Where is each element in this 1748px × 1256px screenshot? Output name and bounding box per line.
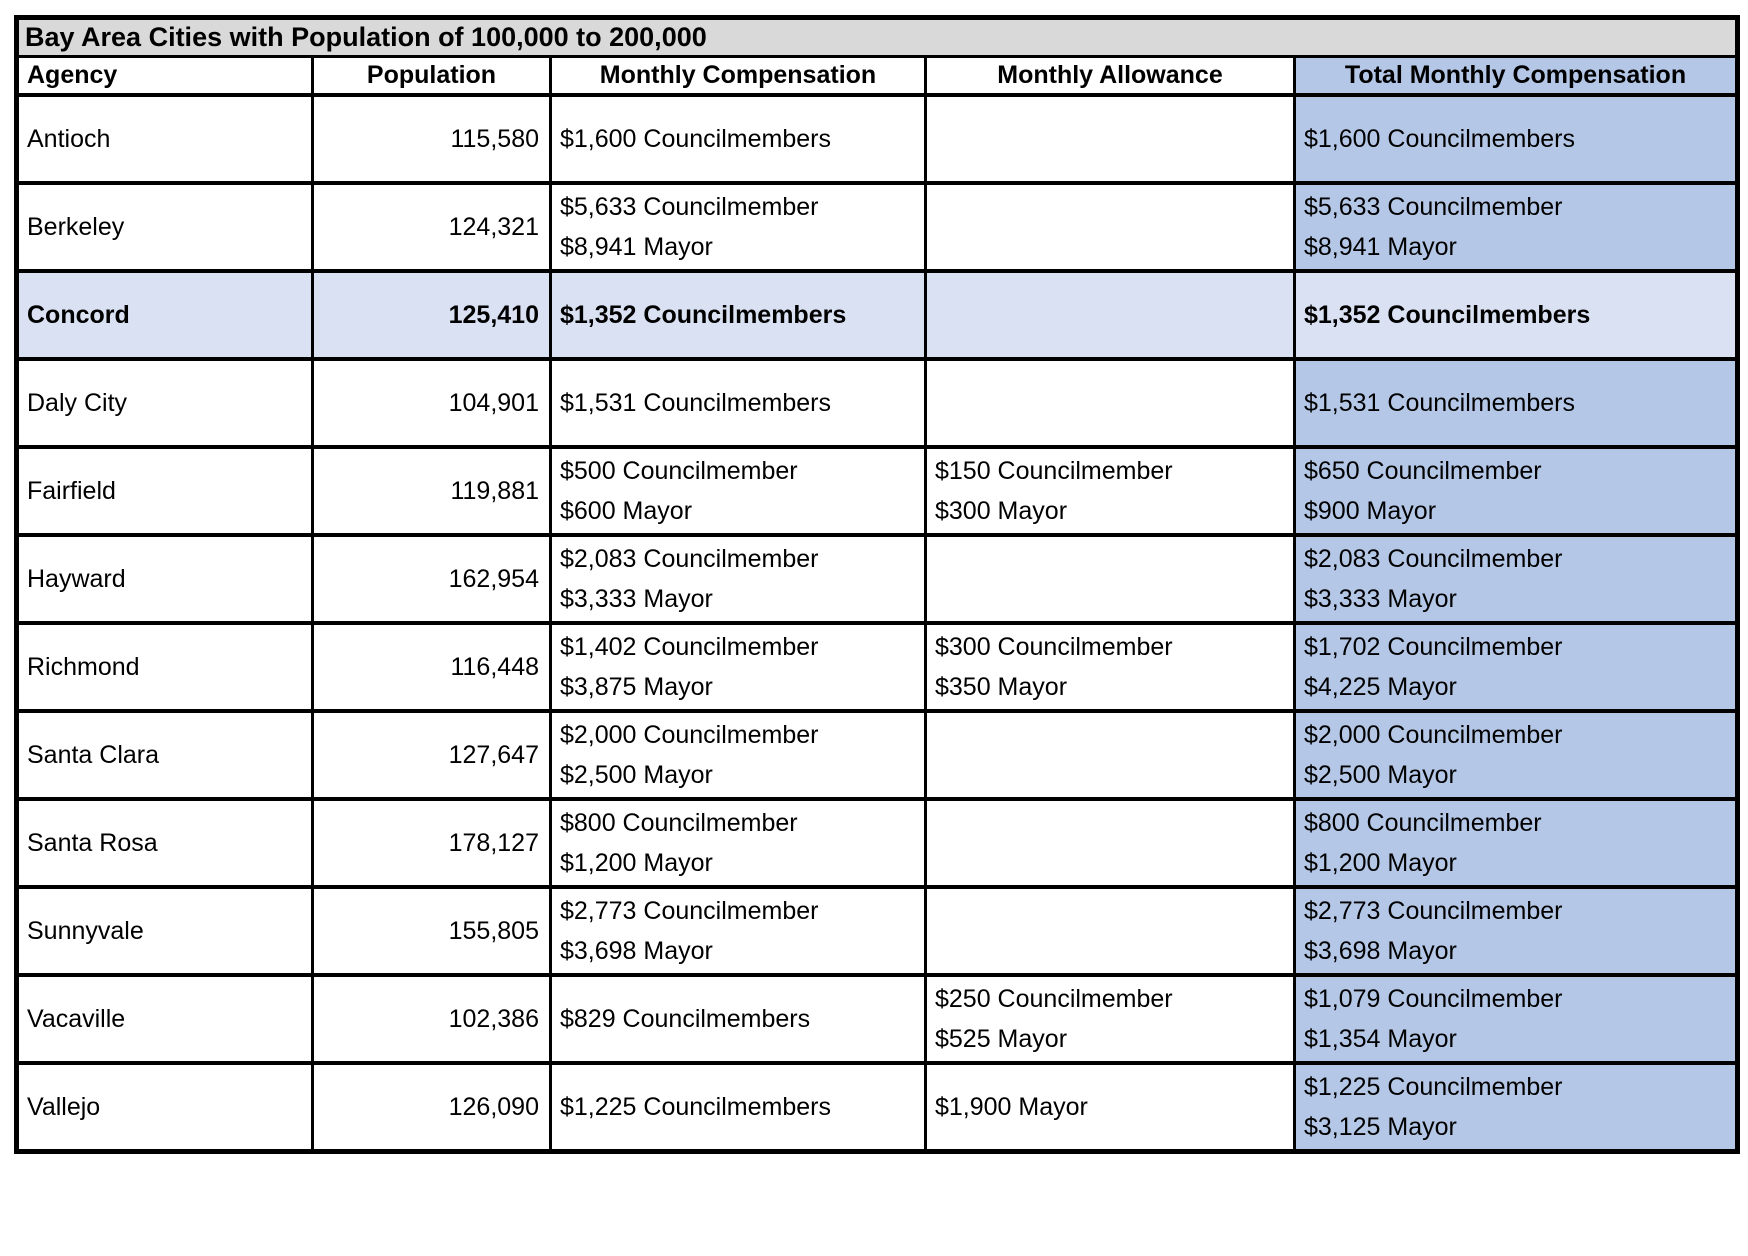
agency-cell: Vacaville <box>15 972 314 1065</box>
agency-cell: Hayward <box>15 532 314 625</box>
monthly-allowance-cell <box>924 180 1296 273</box>
column-header-population: Population <box>311 55 552 97</box>
monthly-compensation-cell: $1,402 Councilmember $3,875 Mayor <box>549 620 927 713</box>
total-compensation-cell: $1,600 Councilmembers <box>1293 92 1739 185</box>
agency-cell: Richmond <box>15 620 314 713</box>
table-row-santa-rosa: Santa Rosa 178,127 $800 Councilmember $1… <box>15 796 1739 889</box>
population-cell: 178,127 <box>311 796 552 889</box>
monthly-allowance-cell <box>924 884 1296 977</box>
population-cell: 119,881 <box>311 444 552 537</box>
monthly-allowance-cell: $1,900 Mayor <box>924 1060 1296 1153</box>
population-cell: 126,090 <box>311 1060 552 1153</box>
agency-cell: Santa Rosa <box>15 796 314 889</box>
population-cell: 127,647 <box>311 708 552 801</box>
monthly-allowance-cell <box>924 268 1296 361</box>
table-title: Bay Area Cities with Population of 100,0… <box>15 16 1739 58</box>
monthly-allowance-cell: $150 Councilmember $300 Mayor <box>924 444 1296 537</box>
total-compensation-cell: $2,000 Councilmember $2,500 Mayor <box>1293 708 1739 801</box>
monthly-allowance-cell <box>924 356 1296 449</box>
monthly-compensation-cell: $500 Councilmember $600 Mayor <box>549 444 927 537</box>
total-compensation-cell: $1,702 Councilmember $4,225 Mayor <box>1293 620 1739 713</box>
total-compensation-cell: $2,773 Councilmember $3,698 Mayor <box>1293 884 1739 977</box>
population-cell: 116,448 <box>311 620 552 713</box>
table-row-daly-city: Daly City 104,901 $1,531 Councilmembers … <box>15 356 1739 449</box>
total-compensation-cell: $800 Councilmember $1,200 Mayor <box>1293 796 1739 889</box>
monthly-compensation-cell: $829 Councilmembers <box>549 972 927 1065</box>
monthly-compensation-cell: $2,083 Councilmember $3,333 Mayor <box>549 532 927 625</box>
table-row-santa-clara: Santa Clara 127,647 $2,000 Councilmember… <box>15 708 1739 801</box>
total-compensation-cell: $1,531 Councilmembers <box>1293 356 1739 449</box>
table-row-berkeley: Berkeley 124,321 $5,633 Councilmember $8… <box>15 180 1739 273</box>
total-compensation-cell: $650 Councilmember $900 Mayor <box>1293 444 1739 537</box>
monthly-allowance-cell <box>924 532 1296 625</box>
agency-cell: Daly City <box>15 356 314 449</box>
population-cell: 124,321 <box>311 180 552 273</box>
monthly-compensation-cell: $2,773 Councilmember $3,698 Mayor <box>549 884 927 977</box>
table-row-vacaville: Vacaville 102,386 $829 Councilmembers $2… <box>15 972 1739 1065</box>
monthly-allowance-cell <box>924 708 1296 801</box>
agency-cell: Antioch <box>15 92 314 185</box>
column-header-monthly-compensation: Monthly Compensation <box>549 55 927 97</box>
population-cell: 104,901 <box>311 356 552 449</box>
monthly-allowance-cell: $300 Councilmember $350 Mayor <box>924 620 1296 713</box>
monthly-compensation-cell: $2,000 Councilmember $2,500 Mayor <box>549 708 927 801</box>
compensation-table: Bay Area Cities with Population of 100,0… <box>14 15 1740 1154</box>
population-cell: 162,954 <box>311 532 552 625</box>
table-header-row: Agency Population Monthly Compensation M… <box>15 55 1739 97</box>
monthly-allowance-cell: $250 Councilmember $525 Mayor <box>924 972 1296 1065</box>
agency-cell: Berkeley <box>15 180 314 273</box>
table-row-sunnyvale: Sunnyvale 155,805 $2,773 Councilmember $… <box>15 884 1739 977</box>
population-cell: 155,805 <box>311 884 552 977</box>
table-row-concord: Concord 125,410 $1,352 Councilmembers $1… <box>15 268 1739 361</box>
monthly-compensation-cell: $1,600 Councilmembers <box>549 92 927 185</box>
agency-cell: Fairfield <box>15 444 314 537</box>
table-row-hayward: Hayward 162,954 $2,083 Councilmember $3,… <box>15 532 1739 625</box>
monthly-compensation-cell: $1,225 Councilmembers <box>549 1060 927 1153</box>
total-compensation-cell: $2,083 Councilmember $3,333 Mayor <box>1293 532 1739 625</box>
monthly-allowance-cell <box>924 796 1296 889</box>
agency-cell: Vallejo <box>15 1060 314 1153</box>
population-cell: 115,580 <box>311 92 552 185</box>
column-header-agency: Agency <box>15 55 314 97</box>
agency-cell: Santa Clara <box>15 708 314 801</box>
monthly-compensation-cell: $1,352 Councilmembers <box>549 268 927 361</box>
monthly-compensation-cell: $1,531 Councilmembers <box>549 356 927 449</box>
agency-cell: Sunnyvale <box>15 884 314 977</box>
table-title-row: Bay Area Cities with Population of 100,0… <box>15 16 1739 58</box>
table-row-vallejo: Vallejo 126,090 $1,225 Councilmembers $1… <box>15 1060 1739 1153</box>
column-header-monthly-allowance: Monthly Allowance <box>924 55 1296 97</box>
monthly-compensation-cell: $800 Councilmember $1,200 Mayor <box>549 796 927 889</box>
table-row-fairfield: Fairfield 119,881 $500 Councilmember $60… <box>15 444 1739 537</box>
population-cell: 125,410 <box>311 268 552 361</box>
table-row-richmond: Richmond 116,448 $1,402 Councilmember $3… <box>15 620 1739 713</box>
monthly-compensation-cell: $5,633 Councilmember $8,941 Mayor <box>549 180 927 273</box>
total-compensation-cell: $5,633 Councilmember $8,941 Mayor <box>1293 180 1739 273</box>
table-row-antioch: Antioch 115,580 $1,600 Councilmembers $1… <box>15 92 1739 185</box>
agency-cell: Concord <box>15 268 314 361</box>
total-compensation-cell: $1,225 Councilmember $3,125 Mayor <box>1293 1060 1739 1153</box>
total-compensation-cell: $1,079 Councilmember $1,354 Mayor <box>1293 972 1739 1065</box>
total-compensation-cell: $1,352 Councilmembers <box>1293 268 1739 361</box>
column-header-total-monthly-compensation: Total Monthly Compensation <box>1293 55 1739 97</box>
monthly-allowance-cell <box>924 92 1296 185</box>
population-cell: 102,386 <box>311 972 552 1065</box>
